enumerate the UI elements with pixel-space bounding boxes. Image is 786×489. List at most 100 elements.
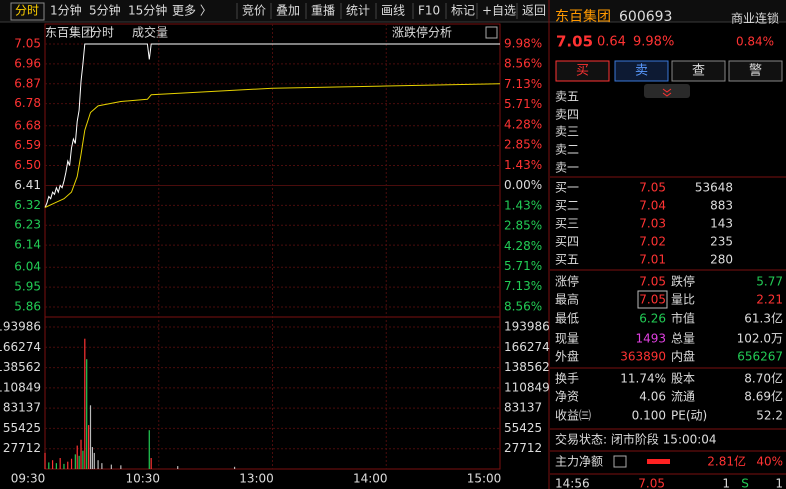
y-tick-label-right: 83137 [504,401,542,415]
volume-bar [48,462,50,469]
active-tab [10,2,45,21]
stat-value: 1493 [635,332,666,346]
last-trade-field: 7.05 [638,477,665,489]
chart-frame [44,23,501,470]
toolbar-button[interactable]: 画线 [381,4,405,18]
last-trade-field: 1 [722,477,730,489]
action-button[interactable] [671,60,726,82]
price-change-pct: 9.98% [633,35,674,50]
y-tick-label: 5.86 [14,300,41,314]
toolbar-bg [0,0,786,22]
toolbar-tab[interactable]: 更多 〉 [172,4,212,18]
toolbar-tab[interactable]: 15分钟 [128,3,167,18]
y2-tick-label: 5.71% [504,97,542,111]
y-tick-label: 27712 [3,441,41,455]
sector-name[interactable]: 商业连锁 [731,11,779,26]
toolbar-button[interactable]: +自选 [482,4,516,18]
y-tick-label-right: 166274 [504,340,550,354]
y2-tick-label: 7.13% [504,279,542,293]
action-button[interactable] [555,60,610,82]
stat-value: 5.77 [756,275,783,289]
y-tick-label: 6.23 [14,218,41,232]
action-button-label[interactable]: 查 [692,64,705,79]
toolbar-button[interactable]: 统计 [346,4,370,18]
y2-tick-label: 5.71% [504,259,542,273]
ask-label: 卖一 [555,161,579,175]
y-tick-label-right: 110849 [504,380,550,394]
y2-tick-label: 2.85% [504,138,542,152]
trade-status: 交易状态: 闭市阶段 15:00:04 [555,432,717,447]
bid-volume: 235 [710,235,733,249]
action-button-label[interactable]: 卖 [635,64,648,79]
y-tick-label: 138562 [0,360,41,374]
y-tick-label: 6.41 [14,178,41,192]
bid-label: 买一 [555,181,579,195]
toolbar-button[interactable]: 标记 [451,4,475,18]
expand-tab[interactable] [644,84,690,98]
bid-label: 买五 [555,253,579,267]
toolbar-button[interactable]: F10 [418,4,440,18]
y-tick-label: 6.59 [14,138,41,152]
average-line [44,83,501,208]
bid-price: 7.02 [639,235,666,249]
chart-icon[interactable] [485,26,498,39]
x-tick-label: 15:00 [467,472,502,486]
stat-value: 4.06 [639,390,666,404]
bid-label: 买二 [555,199,579,213]
y-tick-label: 6.78 [14,96,41,110]
toolbar-button[interactable]: 竞价 [242,4,266,18]
toolbar-button[interactable]: 返回 [522,4,546,18]
action-button-label[interactable]: 警 [749,63,762,79]
volume-bar [148,430,150,469]
y2-tick-label: 9.98% [504,37,542,51]
toolbar-tab[interactable]: 分时 [15,4,39,18]
stat-value: 11.74% [620,372,666,386]
bid-volume: 280 [710,253,733,267]
toolbar-button[interactable]: 叠加 [276,4,300,18]
main-flow-value: 2.81亿 [707,454,746,469]
volume-bar [80,439,82,469]
volume-bar [82,450,84,469]
main-flow-pct: 40% [756,455,783,469]
toolbar-tab[interactable]: 5分钟 [89,3,121,18]
y-tick-label: 6.04 [14,260,41,274]
limit-analysis-link[interactable]: 涨跌停分析 [392,25,452,40]
stat-label: 总量 [671,332,695,346]
bid-label: 买四 [555,235,579,249]
stat-label: 内盘 [671,349,695,364]
stat-value: 52.2 [756,409,783,423]
action-button[interactable] [614,60,669,82]
last-price: 7.05 [556,33,593,51]
y2-tick-label: 1.43% [504,198,542,212]
bid-label: 买三 [555,217,579,231]
y-tick-label: 7.05 [14,37,41,51]
toolbar-button[interactable]: 重播 [311,4,335,18]
action-button-label[interactable]: 买 [576,64,589,79]
volume-bar [51,460,54,469]
sector-change: 0.84% [736,35,774,49]
volume-bar [67,461,69,469]
stat-label: 收益㈢ [555,409,591,423]
volume-bar [89,405,92,469]
y-tick-label-right: 138562 [504,360,550,374]
action-button[interactable] [728,60,783,82]
volume-bar [78,455,80,469]
bid-price: 7.01 [639,253,666,267]
ask-label: 卖三 [555,125,579,139]
flow-icon[interactable] [613,455,627,468]
stat-label: 最高 [555,292,579,307]
volume-bar [44,452,46,469]
y-tick-label: 6.14 [14,238,41,252]
y2-tick-label: 0.00% [504,178,542,192]
y-tick-label-right: 55425 [504,421,542,435]
y2-tick-label: 4.28% [504,239,542,253]
stat-value: 656267 [737,350,783,364]
volume-bar [150,458,152,469]
y2-tick-label: 7.13% [504,77,542,91]
volume-bar [101,463,103,469]
x-tick-label: 09:30 [11,472,46,486]
y-tick-label: 83137 [3,401,41,415]
toolbar-tab[interactable]: 1分钟 [50,3,82,18]
stat-label: 流通 [671,390,695,404]
